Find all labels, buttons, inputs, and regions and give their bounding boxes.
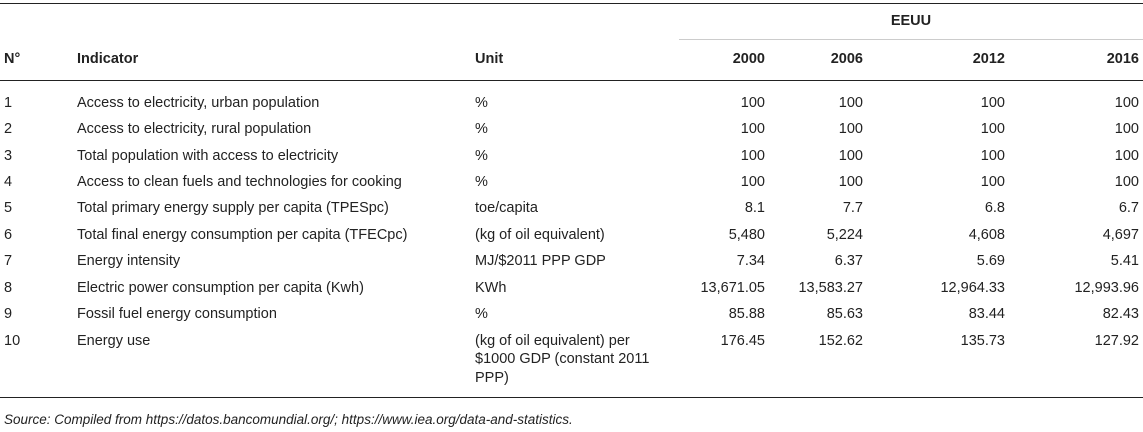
cell-no: 4 [4, 174, 13, 190]
cell-unit: % [475, 148, 488, 164]
cell-value-2006: 100 [838, 121, 863, 137]
cell-value-2016: 100 [1114, 174, 1139, 190]
cell-value-2006: 100 [838, 174, 863, 190]
cell-value-2006: 152.62 [818, 333, 863, 349]
cell-indicator: Energy use [77, 333, 151, 349]
cell-unit: % [475, 174, 488, 190]
cell-unit: (kg of oil equivalent) per $1000 GDP (co… [475, 333, 650, 386]
header-year-2000: 2000 [732, 51, 765, 67]
header-year-2012: 2012 [972, 51, 1005, 67]
cell-unit: toe/capita [475, 200, 538, 216]
cell-value-2016: 127.92 [1094, 333, 1139, 349]
cell-no: 6 [4, 227, 13, 243]
cell-unit: % [475, 121, 488, 137]
cell-no: 2 [4, 121, 13, 137]
cell-value-2006: 100 [838, 148, 863, 164]
cell-value-2006: 100 [838, 95, 863, 111]
cell-value-2012: 4,608 [968, 227, 1005, 243]
cell-indicator: Access to electricity, rural population [77, 121, 312, 137]
cell-value-2000: 85.88 [728, 306, 765, 322]
cell-value-2000: 7.34 [736, 253, 765, 269]
cell-value-2016: 6.7 [1118, 200, 1139, 216]
cell-value-2006: 7.7 [842, 200, 863, 216]
cell-indicator: Energy intensity [77, 253, 181, 269]
cell-value-2016: 4,697 [1102, 227, 1139, 243]
cell-value-2012: 6.8 [984, 200, 1005, 216]
cell-value-2000: 100 [740, 95, 765, 111]
cell-value-2000: 100 [740, 121, 765, 137]
table-bottom-rule [0, 397, 1143, 398]
cell-indicator: Total primary energy supply per capita (… [77, 200, 389, 216]
cell-unit: KWh [475, 280, 507, 296]
cell-unit: (kg of oil equivalent) [475, 227, 605, 243]
cell-value-2012: 5.69 [976, 253, 1005, 269]
cell-indicator: Access to electricity, urban population [77, 95, 320, 111]
cell-no: 5 [4, 200, 13, 216]
cell-value-2006: 5,224 [826, 227, 863, 243]
header-indicator: Indicator [77, 51, 139, 67]
cell-value-2016: 82.43 [1102, 306, 1139, 322]
header-year-2006: 2006 [830, 51, 863, 67]
cell-value-2000: 100 [740, 174, 765, 190]
cell-value-2012: 135.73 [960, 333, 1005, 349]
cell-no: 10 [4, 333, 21, 349]
cell-value-2000: 176.45 [720, 333, 765, 349]
cell-no: 7 [4, 253, 13, 269]
cell-value-2012: 12,964.33 [940, 280, 1005, 296]
cell-value-2016: 100 [1114, 121, 1139, 137]
cell-unit: % [475, 95, 488, 111]
cell-value-2012: 100 [980, 121, 1005, 137]
cell-value-2006: 6.37 [834, 253, 863, 269]
group-header-eeuu: EEUU [890, 13, 932, 29]
cell-indicator: Total population with access to electric… [77, 148, 339, 164]
cell-value-2000: 13,671.05 [700, 280, 765, 296]
header-unit: Unit [475, 51, 504, 67]
cell-value-2012: 100 [980, 174, 1005, 190]
cell-value-2006: 85.63 [826, 306, 863, 322]
cell-value-2016: 100 [1114, 95, 1139, 111]
cell-value-2016: 5.41 [1110, 253, 1139, 269]
cell-indicator: Fossil fuel energy consumption [77, 306, 277, 322]
header-year-2016: 2016 [1106, 51, 1139, 67]
cell-indicator: Electric power consumption per capita (K… [77, 280, 364, 296]
header-no: N° [4, 51, 21, 67]
cell-no: 8 [4, 280, 13, 296]
table-top-rule [0, 3, 1143, 4]
group-header-rule [679, 39, 1143, 40]
cell-value-2006: 13,583.27 [798, 280, 863, 296]
cell-indicator: Total final energy consumption per capit… [77, 227, 408, 243]
table-footnote: Source: Compiled from https://datos.banc… [4, 412, 573, 427]
cell-unit: MJ/$2011 PPP GDP [475, 253, 606, 269]
cell-value-2012: 100 [980, 148, 1005, 164]
cell-unit: % [475, 306, 488, 322]
cell-value-2012: 100 [980, 95, 1005, 111]
cell-no: 3 [4, 148, 13, 164]
cell-value-2016: 100 [1114, 148, 1139, 164]
cell-no: 1 [4, 95, 13, 111]
cell-value-2000: 100 [740, 148, 765, 164]
table-header-rule [0, 80, 1143, 81]
cell-value-2000: 8.1 [744, 200, 765, 216]
cell-no: 9 [4, 306, 13, 322]
cell-value-2000: 5,480 [728, 227, 765, 243]
cell-value-2016: 12,993.96 [1074, 280, 1139, 296]
cell-value-2012: 83.44 [968, 306, 1005, 322]
cell-indicator: Access to clean fuels and technologies f… [77, 174, 402, 190]
